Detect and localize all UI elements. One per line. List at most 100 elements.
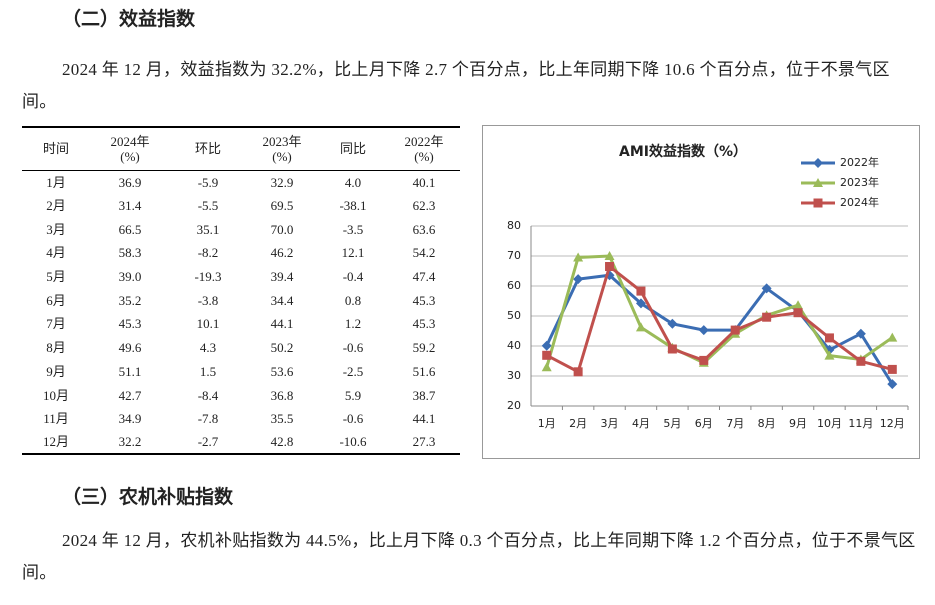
header-text: 2024年	[110, 133, 150, 149]
table-cell: 35.5	[270, 411, 294, 427]
header-cell: 同比	[318, 127, 388, 170]
table-cell: -3.5	[342, 221, 364, 237]
table-row: 2月 31.4 -5.5 69.5 -38.1 62.3	[22, 194, 460, 218]
table-cell: 51.6	[412, 363, 436, 379]
series-line	[545, 273, 894, 385]
table-row: 8月 49.6 4.3 50.2 -0.6 59.2	[22, 336, 460, 360]
table-cell: 12.1	[341, 245, 365, 261]
table-cell: 49.6	[118, 340, 142, 356]
header-text: 2022年	[404, 133, 444, 149]
data-table: 时间 2024年 (%) 环比 2023年 (%) 同比 2022年 (%) 1月 36.9 -5.…	[22, 126, 460, 455]
x-tick-label: 4月	[632, 417, 650, 430]
table-cell: 8月	[46, 340, 66, 356]
table-row: 1月 36.9 -5.9 32.9 4.0 40.1	[22, 170, 460, 194]
header-cell: 2024年 (%)	[90, 127, 170, 170]
table-cell: 9月	[46, 363, 66, 379]
table-cell: 45.3	[412, 316, 436, 332]
table-cell: 4.3	[199, 340, 217, 356]
x-tick-label: 8月	[758, 417, 776, 430]
point	[887, 379, 898, 390]
table-cell: -7.8	[197, 411, 219, 427]
table-cell: -38.1	[339, 198, 367, 214]
table-cell: 10.1	[196, 316, 220, 332]
x-tick-label: 10月	[817, 417, 842, 430]
y-tick-label: 70	[507, 249, 521, 262]
table-cell: 7月	[46, 316, 66, 332]
series-line	[546, 263, 893, 374]
table-row: 9月 51.1 1.5 53.6 -2.5 51.6	[22, 360, 460, 384]
table-cell: 35.1	[196, 221, 220, 237]
y-tick-label: 80	[507, 219, 521, 232]
table-row: 4月 58.3 -8.2 46.2 12.1 54.2	[22, 241, 460, 265]
table-cell: 1月	[46, 174, 66, 190]
point	[605, 262, 615, 271]
table-cell: 39.4	[270, 269, 294, 285]
x-tick-label: 2月	[569, 417, 587, 430]
y-tick-label: 60	[507, 279, 521, 292]
legend-label: 2024年	[840, 195, 879, 209]
table-row: 3月 66.5 35.1 70.0 -3.5 63.6	[22, 217, 460, 241]
table-cell: 46.2	[270, 245, 294, 261]
legend-marker	[813, 158, 823, 168]
table-cell: 38.7	[412, 387, 436, 403]
legend-marker	[813, 178, 823, 187]
table-cell: -5.9	[197, 174, 219, 190]
point	[635, 298, 646, 309]
point	[855, 328, 866, 339]
table-cell: 4月	[46, 245, 66, 261]
table-cell: 44.1	[270, 316, 294, 332]
table-cell: 35.2	[118, 292, 142, 308]
table-cell: 62.3	[412, 198, 436, 214]
table-cell: -0.4	[342, 269, 364, 285]
table-row: 5月 39.0 -19.3 39.4 -0.4 47.4	[22, 265, 460, 289]
table-cell: 5月	[46, 269, 66, 285]
header-cell: 2022年 (%)	[388, 127, 460, 170]
x-tick-label: 3月	[601, 417, 619, 430]
table-header: 时间 2024年 (%) 环比 2023年 (%) 同比 2022年 (%)	[22, 127, 460, 170]
table-cell: 69.5	[270, 198, 294, 214]
point	[730, 325, 740, 335]
header-text: 2023年	[262, 133, 302, 149]
table-cell: -2.7	[197, 434, 219, 450]
table-cell: 39.0	[118, 269, 142, 285]
table-cell: -8.4	[197, 387, 219, 403]
table-cell: 42.7	[118, 387, 142, 403]
point	[573, 252, 584, 262]
table-cell: 32.2	[118, 434, 142, 450]
table-cell: -0.6	[342, 411, 364, 427]
point	[541, 340, 552, 351]
header-text: (%)	[120, 148, 140, 164]
table-cell: 40.1	[412, 174, 436, 190]
table-cell: 36.9	[118, 174, 142, 190]
header-text: 时间	[42, 141, 69, 157]
table-cell: 27.3	[412, 434, 436, 450]
table-cell: 36.8	[270, 387, 294, 403]
header-text: (%)	[414, 148, 434, 164]
x-tick-label: 1月	[538, 417, 556, 430]
point	[761, 283, 772, 294]
y-tick-label: 20	[507, 399, 521, 412]
table-cell: 4.0	[344, 174, 362, 190]
paragraph: 2024 年 12 月，效益指数为 32.2%，比上月下降 2.7 个百分点，比…	[22, 60, 890, 111]
table-cell: 11月	[43, 411, 69, 427]
x-tick-label: 6月	[695, 417, 713, 430]
table-cell: -2.5	[342, 363, 364, 379]
table-cell: 2月	[46, 198, 66, 214]
legend-label: 2023年	[840, 175, 879, 189]
legend-marker	[813, 198, 823, 208]
table-cell: 54.2	[412, 245, 436, 261]
point	[542, 350, 552, 360]
table-cell: 45.3	[412, 292, 436, 308]
point	[636, 286, 646, 296]
point	[635, 322, 646, 332]
table-cell: 70.0	[270, 221, 294, 237]
point	[793, 308, 803, 318]
point	[667, 344, 677, 354]
point	[541, 362, 552, 372]
header-cell: 时间	[22, 127, 90, 170]
chart-title: AMI效益指数（%）	[619, 143, 747, 160]
table-row: 7月 45.3 10.1 44.1 1.2 45.3	[22, 312, 460, 336]
table-cell: 58.3	[118, 245, 142, 261]
section-title: （二）效益指数	[62, 8, 196, 30]
